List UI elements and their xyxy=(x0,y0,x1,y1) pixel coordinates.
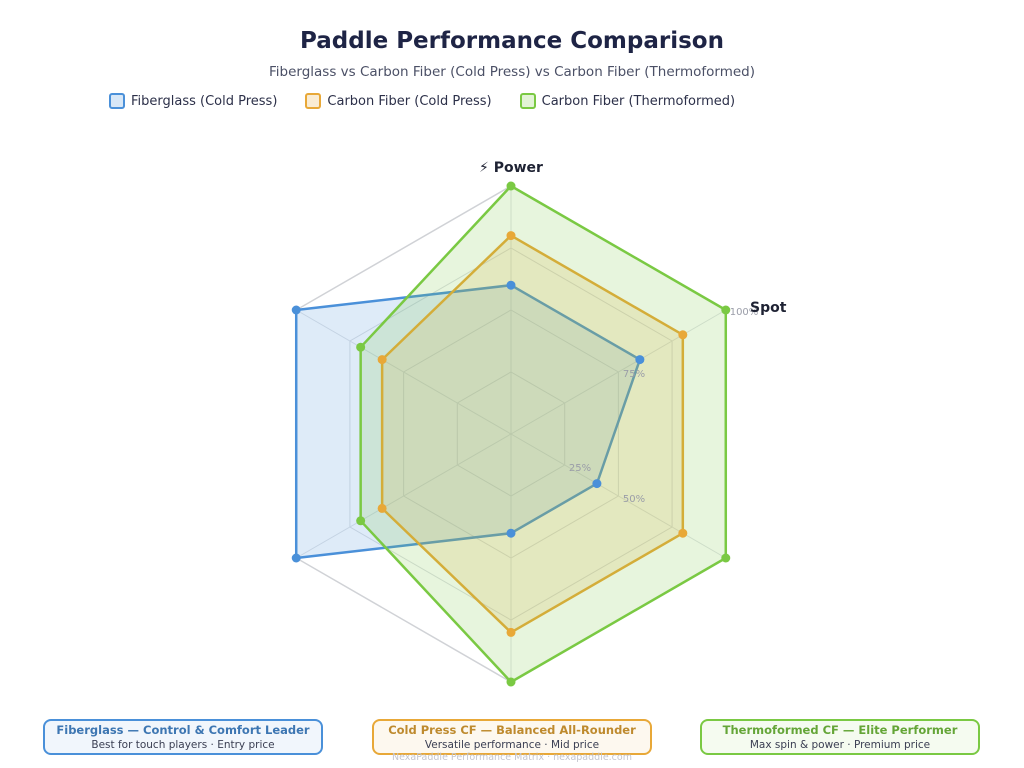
card-fiberglass-subtitle: Best for touch players · Entry price xyxy=(91,739,275,751)
series-3-point-5 xyxy=(356,516,366,526)
ring-label-100: 100% xyxy=(730,307,759,318)
legend-label-carbon-thermoformed: Carbon Fiber (Thermoformed) xyxy=(541,93,736,109)
series-2-point-4 xyxy=(506,627,516,637)
legend-label-carbon-cold-press: Carbon Fiber (Cold Press) xyxy=(327,93,492,109)
chart-title: Paddle Performance Comparison xyxy=(300,28,724,54)
axis-label-1: ⚡ Power xyxy=(479,160,543,176)
series-1-point-2 xyxy=(635,355,645,365)
card-fiberglass: Fiberglass — Control & Comfort Leader Be… xyxy=(43,719,323,755)
series-2-point-6 xyxy=(377,355,387,365)
series-2-point-2 xyxy=(678,330,688,340)
series-1-point-6 xyxy=(291,305,301,315)
legend-swatch-carbon-cold-press xyxy=(305,93,322,109)
grid-spoke-3 xyxy=(510,433,727,559)
series-1-point-1 xyxy=(506,280,516,290)
series-3-point-3 xyxy=(721,553,731,563)
card-fiberglass-title: Fiberglass — Control & Comfort Leader xyxy=(56,723,310,737)
card-carbon-cold-press-title: Cold Press CF — Balanced All-Rounder xyxy=(388,723,636,737)
legend: Fiberglass (Cold Press) Carbon Fiber (Co… xyxy=(109,93,763,109)
series-3-point-2 xyxy=(721,305,731,315)
ring-label-75: 75% xyxy=(623,369,645,380)
grid-spoke-5 xyxy=(295,433,512,559)
series-1-point-5 xyxy=(291,553,301,563)
series-3-point-1 xyxy=(506,181,516,191)
card-carbon-thermoformed: Thermoformed CF — Elite Performer Max sp… xyxy=(700,719,980,755)
legend-item-carbon-thermoformed[interactable]: Carbon Fiber (Thermoformed) xyxy=(519,93,736,109)
footer-note: NexaPaddle Performance Matrix · nexapadd… xyxy=(392,752,632,763)
series-3-point-4 xyxy=(506,677,516,687)
ring-label-25: 25% xyxy=(569,463,591,474)
grid-spoke-2 xyxy=(510,309,727,435)
series-1-point-3 xyxy=(592,479,602,489)
card-carbon-thermoformed-subtitle: Max spin & power · Premium price xyxy=(749,739,931,751)
series-1-point-4 xyxy=(506,528,516,538)
series-2-point-3 xyxy=(678,528,688,538)
grid-spoke-6 xyxy=(295,309,512,435)
ring-label-50: 50% xyxy=(623,494,645,505)
legend-item-carbon-cold-press[interactable]: Carbon Fiber (Cold Press) xyxy=(305,93,492,109)
legend-label-fiberglass: Fiberglass (Cold Press) xyxy=(131,93,278,109)
chart-subtitle: Fiberglass vs Carbon Fiber (Cold Press) … xyxy=(268,64,756,80)
axis-label-2: Spot xyxy=(750,300,787,316)
legend-swatch-fiberglass xyxy=(109,93,125,109)
card-carbon-thermoformed-title: Thermoformed CF — Elite Performer xyxy=(722,723,958,737)
card-carbon-cold-press-subtitle: Versatile performance · Mid price xyxy=(424,739,600,751)
series-2-point-5 xyxy=(377,503,387,513)
series-area-3 xyxy=(359,184,728,684)
legend-swatch-carbon-thermoformed xyxy=(519,93,536,109)
series-3-point-6 xyxy=(356,342,366,352)
card-carbon-cold-press: Cold Press CF — Balanced All-Rounder Ver… xyxy=(372,719,652,755)
summary-cards: Fiberglass — Control & Comfort Leader Be… xyxy=(0,719,1024,755)
series-2-point-1 xyxy=(506,231,516,241)
legend-item-fiberglass[interactable]: Fiberglass (Cold Press) xyxy=(109,93,277,109)
